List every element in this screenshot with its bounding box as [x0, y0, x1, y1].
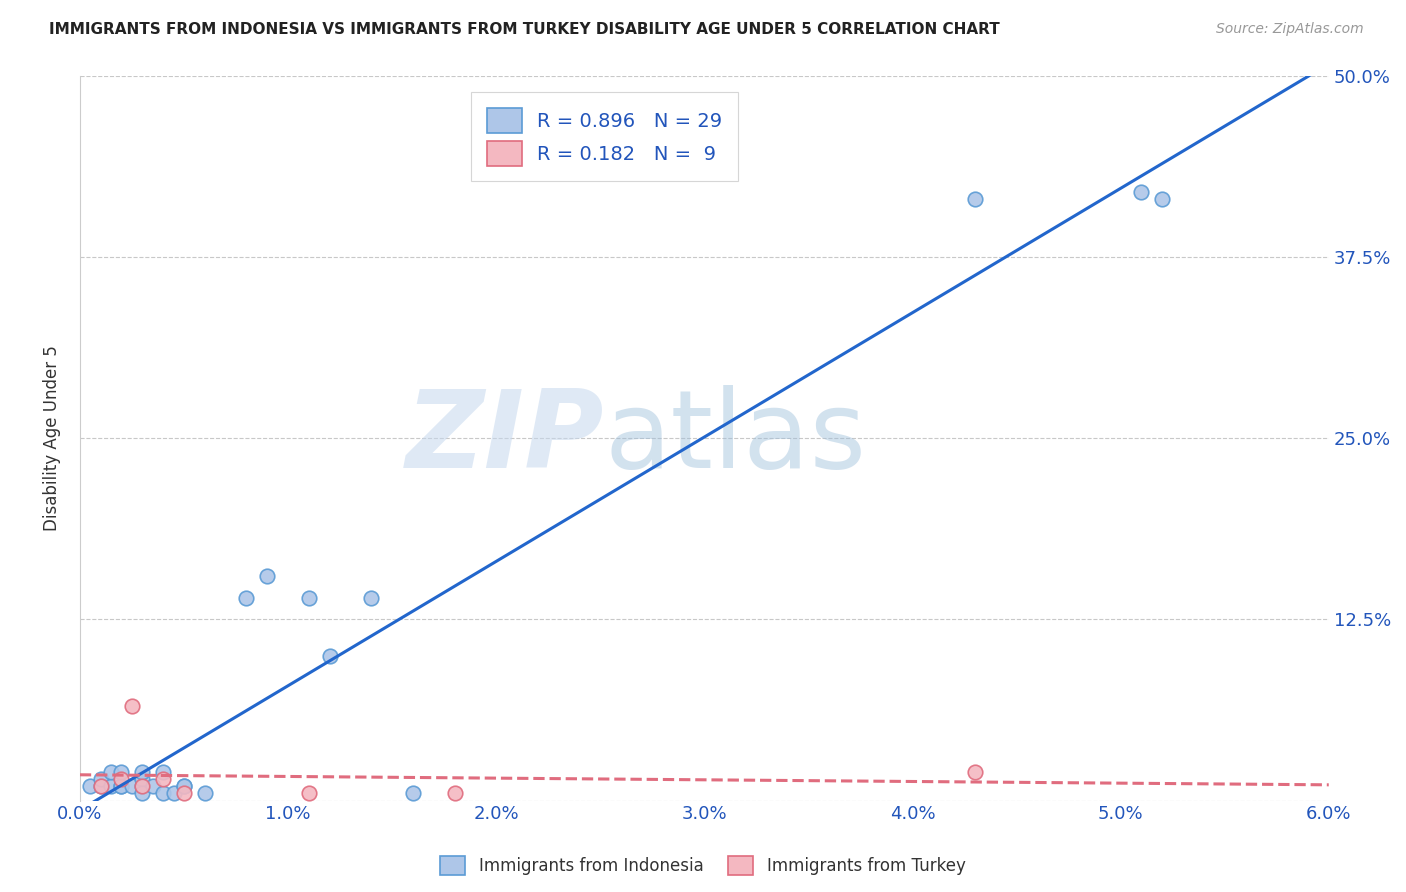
Point	[298, 786, 321, 800]
Point	[79, 779, 101, 793]
Point	[152, 772, 174, 786]
Point	[963, 192, 986, 206]
Point	[110, 772, 132, 786]
Point	[256, 569, 278, 583]
Point	[1152, 192, 1174, 206]
Point	[1130, 185, 1153, 199]
Point	[131, 779, 153, 793]
Text: atlas: atlas	[605, 385, 866, 491]
Legend: Immigrants from Indonesia, Immigrants from Turkey: Immigrants from Indonesia, Immigrants fr…	[432, 847, 974, 884]
Point	[131, 779, 153, 793]
Text: IMMIGRANTS FROM INDONESIA VS IMMIGRANTS FROM TURKEY DISABILITY AGE UNDER 5 CORRE: IMMIGRANTS FROM INDONESIA VS IMMIGRANTS …	[49, 22, 1000, 37]
Point	[360, 591, 382, 605]
Point	[173, 786, 195, 800]
Point	[110, 779, 132, 793]
Point	[402, 786, 425, 800]
Point	[131, 764, 153, 779]
Point	[90, 779, 112, 793]
Point	[110, 764, 132, 779]
Point	[100, 779, 122, 793]
Text: Source: ZipAtlas.com: Source: ZipAtlas.com	[1216, 22, 1364, 37]
Text: ZIP: ZIP	[406, 385, 605, 491]
Legend: R = 0.896   N = 29, R = 0.182   N =  9: R = 0.896 N = 29, R = 0.182 N = 9	[471, 93, 738, 181]
Point	[298, 591, 321, 605]
Point	[318, 648, 340, 663]
Point	[90, 779, 112, 793]
Point	[121, 779, 143, 793]
Point	[121, 699, 143, 714]
Point	[131, 772, 153, 786]
Point	[173, 779, 195, 793]
Point	[235, 591, 257, 605]
Point	[90, 772, 112, 786]
Point	[152, 764, 174, 779]
Point	[131, 786, 153, 800]
Point	[443, 786, 465, 800]
Point	[100, 764, 122, 779]
Y-axis label: Disability Age Under 5: Disability Age Under 5	[44, 345, 60, 531]
Point	[110, 779, 132, 793]
Point	[162, 786, 184, 800]
Point	[963, 764, 986, 779]
Point	[194, 786, 217, 800]
Point	[142, 779, 165, 793]
Point	[152, 786, 174, 800]
Point	[173, 779, 195, 793]
